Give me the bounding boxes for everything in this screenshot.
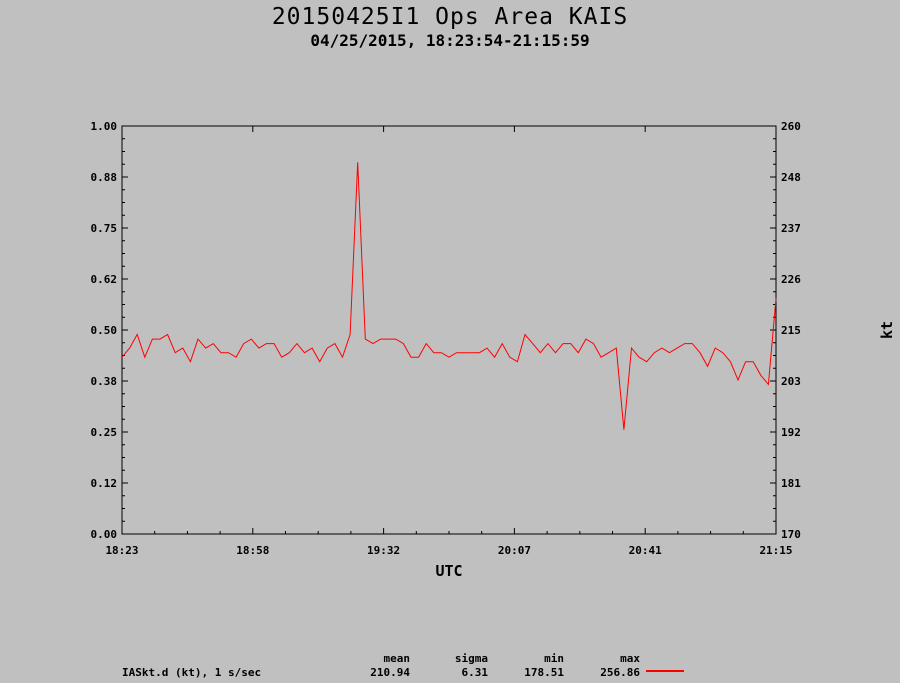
y-right-tick-label: 215 — [781, 324, 801, 337]
y-left-tick-label: 0.00 — [91, 528, 118, 541]
x-tick-label: 21:15 — [759, 544, 792, 557]
y-left-tick-label: 0.38 — [91, 375, 118, 388]
y-right-tick-label: 192 — [781, 426, 801, 439]
y-right-tick-label: 226 — [781, 273, 801, 286]
x-tick-label: 20:07 — [498, 544, 531, 557]
x-tick-label: 18:23 — [105, 544, 138, 557]
x-tick-label: 19:32 — [367, 544, 400, 557]
y-left-tick-label: 0.62 — [91, 273, 118, 286]
y-left-tick-label: 0.88 — [91, 171, 118, 184]
stat-header-max: max — [620, 652, 640, 665]
y-right-tick-label: 260 — [781, 120, 801, 133]
y-right-tick-label: 237 — [781, 222, 801, 235]
y-left-tick-label: 0.12 — [91, 477, 118, 490]
legend-line-swatch — [646, 670, 684, 672]
x-tick-label: 20:41 — [629, 544, 662, 557]
stat-max-value: 256.86 — [600, 666, 640, 679]
y-left-tick-label: 1.00 — [91, 120, 118, 133]
chart-title: 20150425I1 Ops Area KAIS — [271, 4, 629, 30]
plot-frame — [121, 125, 777, 535]
y-left-tick-label: 0.50 — [91, 324, 118, 337]
x-axis-title: UTC — [435, 562, 462, 580]
stat-header-mean: mean — [383, 652, 411, 665]
chart-subtitle: 04/25/2015, 18:23:54-21:15:59 — [310, 31, 590, 50]
series-line-iaskt — [121, 162, 777, 430]
y-left-tick-label: 0.75 — [91, 222, 118, 235]
stat-header-sigma: sigma — [454, 652, 488, 665]
stat-mean-value: 210.94 — [370, 666, 410, 679]
y-right-tick-label: 248 — [781, 171, 801, 184]
x-tick-label: 18:58 — [236, 544, 269, 557]
stat-header-min: min — [544, 652, 564, 665]
y-right-axis-title: kt — [878, 321, 896, 339]
y-right-tick-label: 203 — [781, 375, 801, 388]
y-left-tick-label: 0.25 — [91, 426, 118, 439]
y-right-tick-label: 170 — [781, 528, 801, 541]
y-right-tick-label: 181 — [781, 477, 801, 490]
stat-min-value: 178.51 — [524, 666, 564, 679]
stat-sigma-value: 6.31 — [461, 666, 489, 679]
series-label: IASkt.d (kt), 1 s/sec — [122, 666, 262, 679]
